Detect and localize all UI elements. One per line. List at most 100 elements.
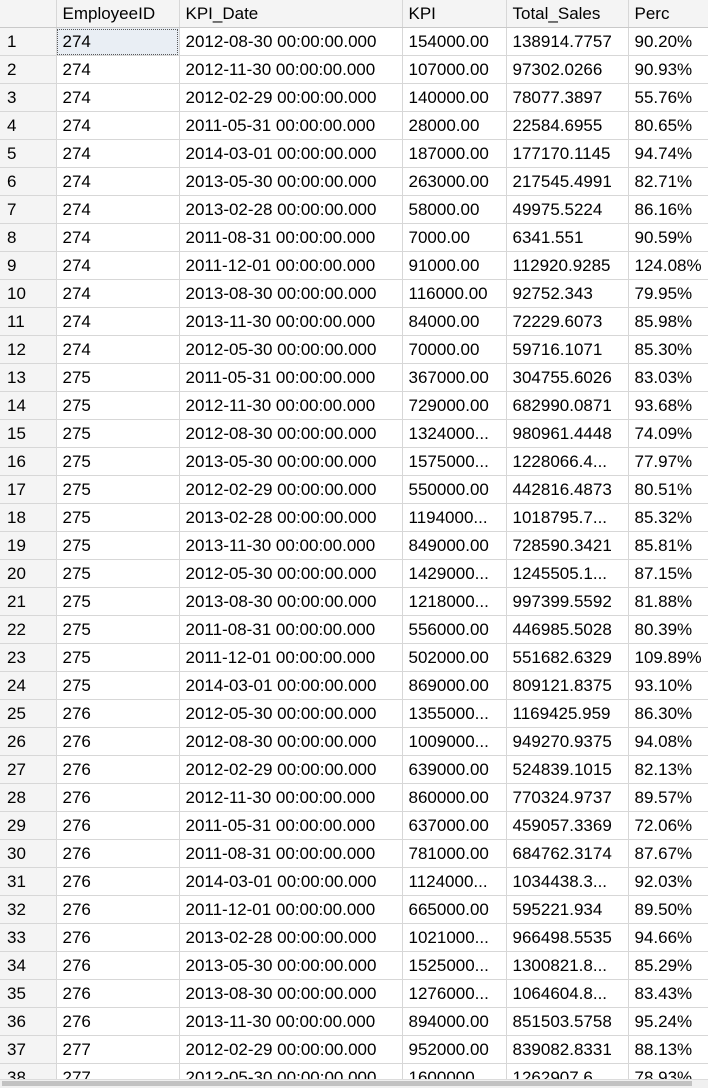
- kpi-cell[interactable]: 1525000...: [402, 951, 507, 980]
- table-row[interactable]: 4 274 2011-05-31 00:00:00.000 28000.00 22584…: [0, 111, 708, 140]
- kpi-cell[interactable]: 84000.00: [402, 307, 507, 336]
- kpi-date-cell[interactable]: 2012-05-30 00:00:00.000: [179, 559, 403, 588]
- perc-cell[interactable]: 83.03%: [628, 363, 708, 392]
- perc-cell[interactable]: 83.43%: [628, 979, 708, 1008]
- employeeid-cell[interactable]: 277: [56, 1035, 180, 1064]
- employeeid-cell[interactable]: 276: [56, 867, 180, 896]
- table-row[interactable]: 1 274 2012-08-30 00:00:00.000 154000.00 1389…: [0, 27, 708, 56]
- perc-cell[interactable]: 85.29%: [628, 951, 708, 980]
- row-number-cell[interactable]: 28: [0, 783, 57, 812]
- kpi-date-cell[interactable]: 2013-11-30 00:00:00.000: [179, 307, 403, 336]
- total-sales-cell[interactable]: 72229.6073: [506, 307, 629, 336]
- total-sales-cell[interactable]: 442816.4873: [506, 475, 629, 504]
- kpi-date-cell[interactable]: 2013-08-30 00:00:00.000: [179, 587, 403, 616]
- total-sales-cell[interactable]: 78077.3897: [506, 83, 629, 112]
- kpi-cell[interactable]: 154000.00: [402, 27, 507, 56]
- perc-cell[interactable]: 90.20%: [628, 27, 708, 56]
- perc-cell[interactable]: 86.16%: [628, 195, 708, 224]
- table-row[interactable]: 28 276 2012-11-30 00:00:00.000 860000.00 770…: [0, 783, 708, 812]
- perc-cell[interactable]: 124.08%: [628, 251, 708, 280]
- kpi-cell[interactable]: 58000.00: [402, 195, 507, 224]
- row-number-cell[interactable]: 29: [0, 811, 57, 840]
- total-sales-cell[interactable]: 6341.551: [506, 223, 629, 252]
- table-row[interactable]: 17 275 2012-02-29 00:00:00.000 550000.00 442…: [0, 475, 708, 504]
- kpi-date-cell[interactable]: 2013-05-30 00:00:00.000: [179, 167, 403, 196]
- row-number-cell[interactable]: 31: [0, 867, 57, 896]
- total-sales-cell[interactable]: 980961.4448: [506, 419, 629, 448]
- perc-cell[interactable]: 89.57%: [628, 783, 708, 812]
- kpi-cell[interactable]: 367000.00: [402, 363, 507, 392]
- employeeid-cell[interactable]: 275: [56, 671, 180, 700]
- kpi-cell[interactable]: 894000.00: [402, 1007, 507, 1036]
- row-number-cell[interactable]: 18: [0, 503, 57, 532]
- row-number-cell[interactable]: 36: [0, 1007, 57, 1036]
- employeeid-cell[interactable]: 276: [56, 727, 180, 756]
- kpi-date-cell[interactable]: 2012-05-30 00:00:00.000: [179, 335, 403, 364]
- kpi-cell[interactable]: 860000.00: [402, 783, 507, 812]
- employeeid-cell[interactable]: 274: [56, 55, 180, 84]
- table-row[interactable]: 15 275 2012-08-30 00:00:00.000 1324000... 98…: [0, 419, 708, 448]
- table-row[interactable]: 9 274 2011-12-01 00:00:00.000 91000.00 11292…: [0, 251, 708, 280]
- employeeid-cell[interactable]: 275: [56, 559, 180, 588]
- total-sales-cell[interactable]: 177170.1145: [506, 139, 629, 168]
- column-header-perc[interactable]: Perc: [628, 0, 708, 28]
- kpi-cell[interactable]: 1124000...: [402, 867, 507, 896]
- kpi-cell[interactable]: 869000.00: [402, 671, 507, 700]
- kpi-date-cell[interactable]: 2014-03-01 00:00:00.000: [179, 867, 403, 896]
- kpi-cell[interactable]: 187000.00: [402, 139, 507, 168]
- kpi-date-cell[interactable]: 2012-02-29 00:00:00.000: [179, 475, 403, 504]
- kpi-cell[interactable]: 639000.00: [402, 755, 507, 784]
- total-sales-cell[interactable]: 59716.1071: [506, 335, 629, 364]
- employeeid-cell[interactable]: 274: [56, 139, 180, 168]
- total-sales-cell[interactable]: 1064604.8...: [506, 979, 629, 1008]
- table-row[interactable]: 36 276 2013-11-30 00:00:00.000 894000.00 851…: [0, 1007, 708, 1036]
- table-row[interactable]: 14 275 2012-11-30 00:00:00.000 729000.00 682…: [0, 391, 708, 420]
- kpi-date-cell[interactable]: 2011-12-01 00:00:00.000: [179, 251, 403, 280]
- total-sales-cell[interactable]: 851503.5758: [506, 1007, 629, 1036]
- table-row[interactable]: 34 276 2013-05-30 00:00:00.000 1525000... 13…: [0, 951, 708, 980]
- kpi-cell[interactable]: 1194000...: [402, 503, 507, 532]
- employeeid-cell[interactable]: 276: [56, 783, 180, 812]
- employeeid-cell[interactable]: 276: [56, 923, 180, 952]
- kpi-date-cell[interactable]: 2011-08-31 00:00:00.000: [179, 839, 403, 868]
- perc-cell[interactable]: 79.95%: [628, 279, 708, 308]
- kpi-cell[interactable]: 1324000...: [402, 419, 507, 448]
- perc-cell[interactable]: 85.81%: [628, 531, 708, 560]
- total-sales-cell[interactable]: 949270.9375: [506, 727, 629, 756]
- row-number-cell[interactable]: 7: [0, 195, 57, 224]
- total-sales-cell[interactable]: 112920.9285: [506, 251, 629, 280]
- total-sales-cell[interactable]: 1245505.1...: [506, 559, 629, 588]
- row-number-cell[interactable]: 14: [0, 391, 57, 420]
- table-row[interactable]: 13 275 2011-05-31 00:00:00.000 367000.00 304…: [0, 363, 708, 392]
- row-number-cell[interactable]: 24: [0, 671, 57, 700]
- row-number-cell[interactable]: 12: [0, 335, 57, 364]
- table-row[interactable]: 26 276 2012-08-30 00:00:00.000 1009000... 94…: [0, 727, 708, 756]
- total-sales-cell[interactable]: 92752.343: [506, 279, 629, 308]
- kpi-date-cell[interactable]: 2012-08-30 00:00:00.000: [179, 727, 403, 756]
- row-number-cell[interactable]: 5: [0, 139, 57, 168]
- employeeid-cell[interactable]: 274: [56, 251, 180, 280]
- table-row[interactable]: 16 275 2013-05-30 00:00:00.000 1575000... 12…: [0, 447, 708, 476]
- perc-cell[interactable]: 92.03%: [628, 867, 708, 896]
- row-number-cell[interactable]: 37: [0, 1035, 57, 1064]
- total-sales-cell[interactable]: 839082.8331: [506, 1035, 629, 1064]
- row-number-cell[interactable]: 32: [0, 895, 57, 924]
- row-number-cell[interactable]: 27: [0, 755, 57, 784]
- perc-cell[interactable]: 87.67%: [628, 839, 708, 868]
- kpi-date-cell[interactable]: 2013-08-30 00:00:00.000: [179, 979, 403, 1008]
- kpi-cell[interactable]: 665000.00: [402, 895, 507, 924]
- kpi-date-cell[interactable]: 2011-12-01 00:00:00.000: [179, 643, 403, 672]
- perc-cell[interactable]: 85.30%: [628, 335, 708, 364]
- kpi-date-cell[interactable]: 2012-02-29 00:00:00.000: [179, 83, 403, 112]
- total-sales-cell[interactable]: 459057.3369: [506, 811, 629, 840]
- total-sales-cell[interactable]: 446985.5028: [506, 615, 629, 644]
- total-sales-cell[interactable]: 217545.4991: [506, 167, 629, 196]
- total-sales-cell[interactable]: 1169425.959: [506, 699, 629, 728]
- kpi-cell[interactable]: 28000.00: [402, 111, 507, 140]
- table-row[interactable]: 30 276 2011-08-31 00:00:00.000 781000.00 684…: [0, 839, 708, 868]
- table-row[interactable]: 25 276 2012-05-30 00:00:00.000 1355000... 11…: [0, 699, 708, 728]
- horizontal-scrollbar[interactable]: [0, 1079, 708, 1088]
- total-sales-cell[interactable]: 809121.8375: [506, 671, 629, 700]
- total-sales-cell[interactable]: 1300821.8...: [506, 951, 629, 980]
- kpi-date-cell[interactable]: 2011-08-31 00:00:00.000: [179, 223, 403, 252]
